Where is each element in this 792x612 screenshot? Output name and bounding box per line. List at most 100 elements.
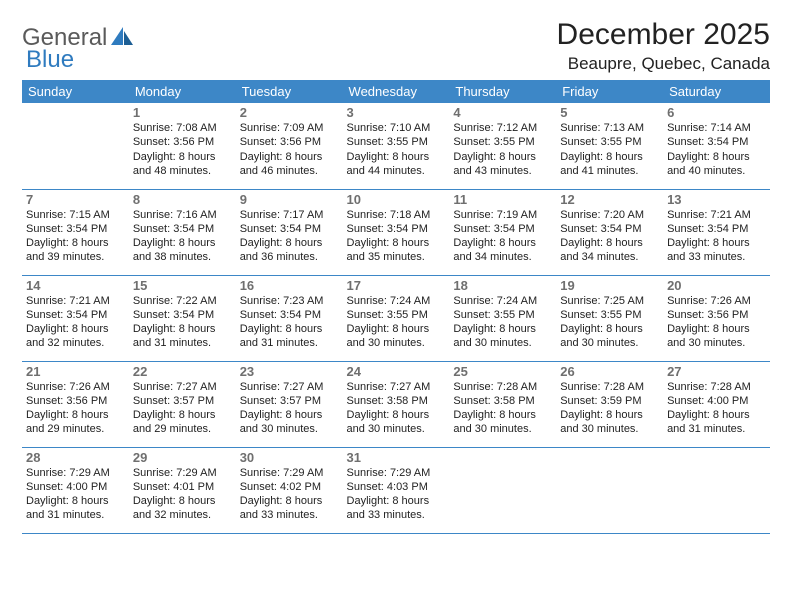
- daylight-text: and 36 minutes.: [240, 250, 339, 264]
- daylight-text: and 34 minutes.: [560, 250, 659, 264]
- page-title: December 2025: [557, 18, 770, 52]
- sunrise-text: Sunrise: 7:09 AM: [240, 121, 339, 135]
- daylight-text: Daylight: 8 hours: [240, 494, 339, 508]
- daylight-text: Daylight: 8 hours: [26, 322, 125, 336]
- weekday-header-row: Sunday Monday Tuesday Wednesday Thursday…: [22, 80, 770, 103]
- sunset-text: Sunset: 3:54 PM: [667, 135, 766, 149]
- day-number: 1: [133, 105, 232, 120]
- sunset-text: Sunset: 4:00 PM: [26, 480, 125, 494]
- daylight-text: Daylight: 8 hours: [347, 150, 446, 164]
- sunrise-text: Sunrise: 7:14 AM: [667, 121, 766, 135]
- sunset-text: Sunset: 3:54 PM: [133, 308, 232, 322]
- daylight-text: and 41 minutes.: [560, 164, 659, 178]
- daylight-text: Daylight: 8 hours: [667, 322, 766, 336]
- daylight-text: and 32 minutes.: [26, 336, 125, 350]
- calendar-cell: 25Sunrise: 7:28 AMSunset: 3:58 PMDayligh…: [449, 361, 556, 447]
- day-number: 27: [667, 364, 766, 379]
- day-number: 30: [240, 450, 339, 465]
- sunrise-text: Sunrise: 7:21 AM: [667, 208, 766, 222]
- daylight-text: and 40 minutes.: [667, 164, 766, 178]
- calendar-week-row: 28Sunrise: 7:29 AMSunset: 4:00 PMDayligh…: [22, 447, 770, 533]
- sunset-text: Sunset: 3:55 PM: [453, 308, 552, 322]
- calendar-week-row: 21Sunrise: 7:26 AMSunset: 3:56 PMDayligh…: [22, 361, 770, 447]
- sunrise-text: Sunrise: 7:12 AM: [453, 121, 552, 135]
- sunrise-text: Sunrise: 7:19 AM: [453, 208, 552, 222]
- calendar-cell: 23Sunrise: 7:27 AMSunset: 3:57 PMDayligh…: [236, 361, 343, 447]
- daylight-text: Daylight: 8 hours: [560, 408, 659, 422]
- day-number: 20: [667, 278, 766, 293]
- weekday-saturday: Saturday: [663, 80, 770, 103]
- calendar-cell: [663, 447, 770, 533]
- day-number: 7: [26, 192, 125, 207]
- daylight-text: Daylight: 8 hours: [453, 322, 552, 336]
- daylight-text: and 34 minutes.: [453, 250, 552, 264]
- daylight-text: and 39 minutes.: [26, 250, 125, 264]
- daylight-text: and 30 minutes.: [347, 336, 446, 350]
- sunset-text: Sunset: 3:54 PM: [560, 222, 659, 236]
- day-number: 28: [26, 450, 125, 465]
- brand-text-blue: Blue: [26, 46, 74, 73]
- calendar-cell: 4Sunrise: 7:12 AMSunset: 3:55 PMDaylight…: [449, 103, 556, 189]
- sunset-text: Sunset: 3:54 PM: [347, 222, 446, 236]
- calendar-week-row: 1Sunrise: 7:08 AM Sunset: 3:56 PM Daylight…: [22, 103, 770, 189]
- daylight-text: and 30 minutes.: [347, 422, 446, 436]
- sunrise-text: Sunrise: 7:28 AM: [453, 380, 552, 394]
- calendar-body: 1Sunrise: 7:08 AM Sunset: 3:56 PM Daylight…: [22, 103, 770, 533]
- daylight-text: and 43 minutes.: [453, 164, 552, 178]
- daylight-text: and 33 minutes.: [347, 508, 446, 522]
- day-number: 26: [560, 364, 659, 379]
- calendar-cell: 15Sunrise: 7:22 AMSunset: 3:54 PMDayligh…: [129, 275, 236, 361]
- day-number: 9: [240, 192, 339, 207]
- daylight-text: and 31 minutes.: [26, 508, 125, 522]
- day-number: 15: [133, 278, 232, 293]
- day-number: 16: [240, 278, 339, 293]
- sunset-text: Sunset: 3:56 PM: [240, 135, 339, 149]
- daylight-text: and 29 minutes.: [133, 422, 232, 436]
- daylight-text: and 31 minutes.: [240, 336, 339, 350]
- sunrise-text: Sunrise: 7:13 AM: [560, 121, 659, 135]
- calendar-cell: 24Sunrise: 7:27 AMSunset: 3:58 PMDayligh…: [343, 361, 450, 447]
- calendar-cell: 17Sunrise: 7:24 AMSunset: 3:55 PMDayligh…: [343, 275, 450, 361]
- sunrise-text: Sunrise: 7:22 AM: [133, 294, 232, 308]
- day-number: 14: [26, 278, 125, 293]
- calendar-week-row: 14Sunrise: 7:21 AM Sunset: 3:54 PM Dayligh…: [22, 275, 770, 361]
- day-number: 19: [560, 278, 659, 293]
- calendar-cell: 11Sunrise: 7:19 AMSunset: 3:54 PMDayligh…: [449, 189, 556, 275]
- daylight-text: and 48 minutes.: [133, 164, 232, 178]
- sunrise-text: Sunrise: 7:28 AM: [560, 380, 659, 394]
- sunset-text: Sunset: 3:57 PM: [240, 394, 339, 408]
- daylight-text: Daylight: 8 hours: [240, 236, 339, 250]
- weekday-monday: Monday: [129, 80, 236, 103]
- sunrise-text: Sunrise: 7:08 AM: [133, 121, 232, 135]
- sunrise-text: Sunrise: 7:28 AM: [667, 380, 766, 394]
- calendar-cell: 10Sunrise: 7:18 AMSunset: 3:54 PMDayligh…: [343, 189, 450, 275]
- sunrise-text: Sunrise: 7:21 AM: [26, 294, 125, 308]
- calendar-cell: 3Sunrise: 7:10 AMSunset: 3:55 PMDaylight…: [343, 103, 450, 189]
- calendar-week-row: 7Sunrise: 7:15 AMSunset: 3:54 PMDaylight…: [22, 189, 770, 275]
- daylight-text: and 33 minutes.: [667, 250, 766, 264]
- daylight-text: Daylight: 8 hours: [560, 322, 659, 336]
- day-number: 29: [133, 450, 232, 465]
- sunrise-text: Sunrise: 7:17 AM: [240, 208, 339, 222]
- title-block: December 2025 Beaupre, Quebec, Canada: [557, 14, 770, 74]
- daylight-text: Daylight: 8 hours: [667, 150, 766, 164]
- daylight-text: Daylight: 8 hours: [26, 494, 125, 508]
- daylight-text: and 30 minutes.: [240, 422, 339, 436]
- sunrise-text: Sunrise: 7:26 AM: [667, 294, 766, 308]
- calendar-cell: 27Sunrise: 7:28 AMSunset: 4:00 PMDayligh…: [663, 361, 770, 447]
- brand-sail-icon: [109, 25, 135, 52]
- daylight-text: and 44 minutes.: [347, 164, 446, 178]
- sunrise-text: Sunrise: 7:29 AM: [26, 466, 125, 480]
- day-number: 24: [347, 364, 446, 379]
- daylight-text: Daylight: 8 hours: [347, 322, 446, 336]
- sunset-text: Sunset: 4:01 PM: [133, 480, 232, 494]
- daylight-text: Daylight: 8 hours: [560, 150, 659, 164]
- sunset-text: Sunset: 4:02 PM: [240, 480, 339, 494]
- sunset-text: Sunset: 3:54 PM: [667, 222, 766, 236]
- day-number: 23: [240, 364, 339, 379]
- calendar-cell: 22Sunrise: 7:27 AMSunset: 3:57 PMDayligh…: [129, 361, 236, 447]
- daylight-text: Daylight: 8 hours: [347, 236, 446, 250]
- sunrise-text: Sunrise: 7:29 AM: [133, 466, 232, 480]
- day-number: 22: [133, 364, 232, 379]
- sunset-text: Sunset: 3:55 PM: [560, 135, 659, 149]
